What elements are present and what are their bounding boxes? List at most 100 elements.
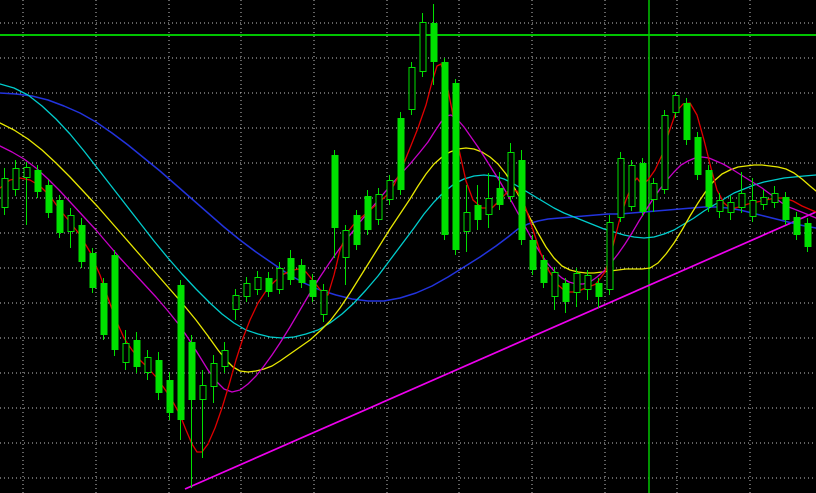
candle bbox=[254, 271, 262, 295]
candle bbox=[628, 160, 636, 211]
candle bbox=[100, 278, 108, 340]
candle bbox=[540, 255, 548, 288]
candle-body-hollow bbox=[507, 152, 515, 197]
candle-body-hollow bbox=[771, 193, 779, 203]
candle-body-hollow bbox=[716, 200, 724, 212]
candle-body-filled bbox=[331, 155, 339, 228]
candle bbox=[353, 210, 361, 250]
candle-body-hollow bbox=[727, 202, 735, 213]
candle-body-hollow bbox=[485, 198, 493, 215]
candle bbox=[309, 274, 317, 302]
candle-body-filled bbox=[45, 185, 53, 213]
candle-body-hollow bbox=[12, 168, 20, 190]
candle bbox=[342, 225, 350, 285]
candle-body-filled bbox=[188, 342, 196, 400]
candle-body-filled bbox=[397, 118, 405, 190]
candle bbox=[705, 165, 713, 212]
candle bbox=[694, 132, 702, 180]
candle bbox=[243, 277, 251, 302]
candle-body-hollow bbox=[1, 178, 9, 208]
candle-body-hollow bbox=[342, 230, 350, 258]
candle-body-hollow bbox=[199, 385, 207, 400]
candle-body-filled bbox=[353, 215, 361, 245]
candle bbox=[210, 355, 218, 403]
candle bbox=[155, 352, 163, 400]
candle-body-hollow bbox=[584, 275, 592, 290]
candle bbox=[639, 158, 647, 216]
candle-body-filled bbox=[452, 83, 460, 250]
candle bbox=[584, 270, 592, 300]
candle bbox=[474, 185, 482, 230]
candle-body-filled bbox=[474, 205, 482, 220]
candle-body-filled bbox=[166, 380, 174, 413]
candle bbox=[397, 112, 405, 195]
candle-body-filled bbox=[298, 265, 306, 283]
candle bbox=[793, 212, 801, 240]
candle-body-hollow bbox=[628, 165, 636, 207]
candle bbox=[419, 13, 427, 77]
candle-body-filled bbox=[309, 280, 317, 297]
candle-body-hollow bbox=[661, 115, 669, 190]
candle-body-filled bbox=[265, 278, 273, 292]
candle bbox=[771, 186, 779, 208]
candle bbox=[23, 162, 31, 225]
candle bbox=[166, 372, 174, 420]
candle bbox=[650, 178, 658, 212]
moving-averages-layer bbox=[0, 63, 816, 453]
candle bbox=[551, 267, 559, 310]
candle-body-hollow bbox=[276, 268, 284, 290]
candle-body-hollow bbox=[408, 67, 416, 110]
candles-layer bbox=[1, 4, 812, 488]
candle bbox=[683, 98, 691, 145]
ma-blue-line bbox=[0, 92, 816, 302]
candle bbox=[463, 185, 471, 252]
candle-body-hollow bbox=[232, 295, 240, 310]
candle-body-filled bbox=[155, 360, 163, 393]
candle-body-hollow bbox=[551, 272, 559, 297]
candle-body-hollow bbox=[320, 290, 328, 315]
candle bbox=[661, 110, 669, 194]
candle-body-hollow bbox=[672, 95, 680, 113]
ma-yellow-line bbox=[0, 122, 816, 373]
candle bbox=[617, 152, 625, 222]
candle bbox=[188, 335, 196, 488]
candle-body-filled bbox=[518, 160, 526, 240]
candle bbox=[562, 278, 570, 313]
candle bbox=[276, 262, 284, 294]
candle-body-hollow bbox=[254, 277, 262, 290]
candle-body-filled bbox=[639, 163, 647, 212]
candle-body-filled bbox=[804, 223, 812, 247]
candle bbox=[485, 173, 493, 228]
candle bbox=[34, 165, 42, 198]
ascending-trendline[interactable] bbox=[184, 211, 816, 490]
candle bbox=[672, 92, 680, 118]
candle bbox=[78, 218, 86, 268]
candle bbox=[804, 218, 812, 252]
candle bbox=[452, 79, 460, 255]
candle bbox=[496, 172, 504, 210]
candle bbox=[760, 190, 768, 210]
candle-body-filled bbox=[694, 137, 702, 175]
candle-body-filled bbox=[364, 196, 372, 230]
candle-body-filled bbox=[562, 283, 570, 302]
candle-body-filled bbox=[89, 253, 97, 288]
candle-body-filled bbox=[540, 260, 548, 283]
candle-body-hollow bbox=[573, 273, 581, 293]
candle-body-filled bbox=[177, 285, 185, 420]
ma-magenta-line bbox=[0, 114, 816, 393]
candle bbox=[177, 280, 185, 440]
candle-body-filled bbox=[287, 258, 295, 280]
candle-body-filled bbox=[683, 103, 691, 140]
candle bbox=[265, 272, 273, 297]
candle-body-hollow bbox=[210, 363, 218, 387]
candle bbox=[364, 190, 372, 235]
candle bbox=[298, 259, 306, 288]
candle bbox=[375, 188, 383, 225]
candle-body-hollow bbox=[749, 200, 757, 217]
candle-body-filled bbox=[56, 200, 64, 233]
candle bbox=[408, 62, 416, 115]
candle bbox=[749, 178, 757, 222]
